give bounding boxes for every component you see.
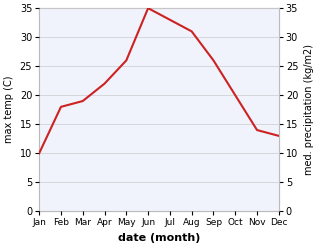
Y-axis label: med. precipitation (kg/m2): med. precipitation (kg/m2)	[304, 44, 314, 175]
Y-axis label: max temp (C): max temp (C)	[4, 76, 14, 144]
X-axis label: date (month): date (month)	[118, 233, 200, 243]
